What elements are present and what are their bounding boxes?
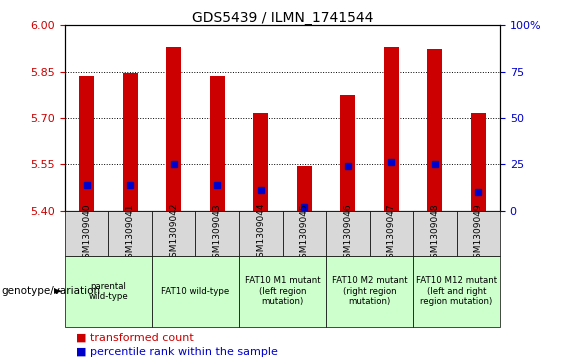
Text: ►: ►	[54, 286, 62, 296]
Bar	[370, 211, 413, 256]
Bar	[166, 47, 181, 211]
Bar	[457, 211, 500, 256]
Bar	[210, 76, 225, 211]
Bar	[195, 211, 239, 256]
Bar	[152, 211, 195, 256]
Text: GSM1309048: GSM1309048	[431, 203, 439, 264]
Text: FAT10 M12 mutant
(left and right
region mutation): FAT10 M12 mutant (left and right region …	[416, 276, 497, 306]
Text: GSM1309045: GSM1309045	[300, 203, 308, 264]
Text: FAT10 M2 mutant
(right region
mutation): FAT10 M2 mutant (right region mutation)	[332, 276, 407, 306]
Bar	[282, 211, 326, 256]
Text: GSM1309049: GSM1309049	[474, 203, 483, 264]
Bar	[326, 256, 413, 327]
Bar	[253, 113, 268, 211]
Bar	[108, 211, 152, 256]
Text: ■ percentile rank within the sample: ■ percentile rank within the sample	[76, 347, 278, 357]
Bar	[297, 166, 312, 211]
Text: parental
wild-type: parental wild-type	[89, 282, 128, 301]
Bar	[123, 73, 138, 211]
Bar	[79, 76, 94, 211]
Text: GSM1309047: GSM1309047	[387, 203, 396, 264]
Text: GSM1309041: GSM1309041	[126, 203, 134, 264]
Bar	[65, 211, 108, 256]
Bar	[427, 49, 442, 211]
Bar	[413, 256, 500, 327]
Bar	[65, 256, 152, 327]
Text: GSM1309040: GSM1309040	[82, 203, 91, 264]
Bar	[471, 113, 486, 211]
Bar	[413, 211, 457, 256]
Text: GSM1309043: GSM1309043	[213, 203, 221, 264]
Text: GDS5439 / ILMN_1741544: GDS5439 / ILMN_1741544	[192, 11, 373, 25]
Bar	[152, 256, 239, 327]
Bar	[239, 211, 282, 256]
Text: GSM1309046: GSM1309046	[344, 203, 352, 264]
Text: FAT10 M1 mutant
(left region
mutation): FAT10 M1 mutant (left region mutation)	[245, 276, 320, 306]
Text: GSM1309042: GSM1309042	[170, 203, 178, 264]
Bar	[384, 47, 399, 211]
Text: GSM1309044: GSM1309044	[257, 203, 265, 264]
Bar	[239, 256, 326, 327]
Text: ■ transformed count: ■ transformed count	[76, 333, 194, 343]
Bar	[326, 211, 370, 256]
Bar	[340, 95, 355, 211]
Text: FAT10 wild-type: FAT10 wild-type	[162, 287, 229, 296]
Text: genotype/variation: genotype/variation	[1, 286, 100, 296]
